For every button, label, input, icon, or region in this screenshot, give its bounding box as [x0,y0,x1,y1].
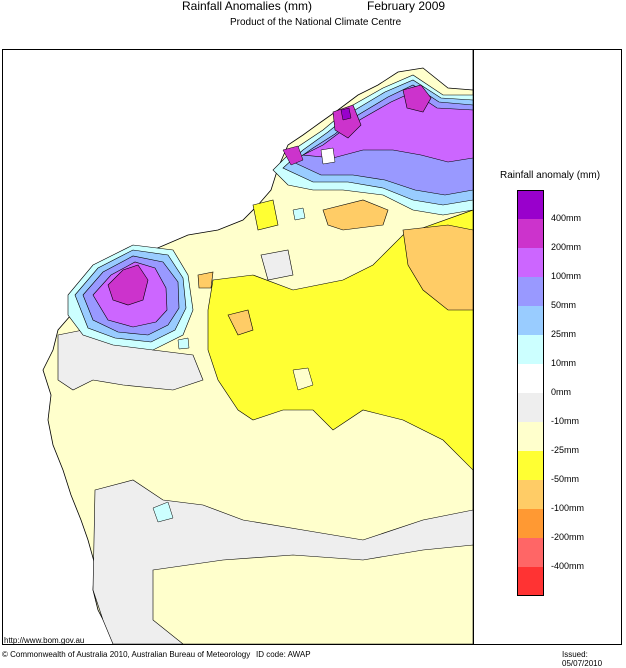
rainfall-anomaly-map [42,50,473,644]
legend-swatch [517,335,544,364]
legend-swatch [517,306,544,335]
legend-swatch [517,567,544,596]
map-subtitle: Product of the National Climate Centre [230,17,402,28]
legend-label: 25mm [551,329,577,339]
legend-swatch [517,509,544,538]
legend-label: -100mm [551,503,585,513]
orange-patch-2 [197,271,214,289]
footer-copyright: © Commonwealth of Australia 2010, Austra… [2,650,251,659]
yellow-central [207,209,473,471]
blue-patch-2 [292,207,306,221]
legend-swatch [517,190,544,219]
legend-label: 10mm [551,358,577,368]
legend-label: 50mm [551,300,577,310]
title-bar: Rainfall Anomalies (mm) February 2009 [0,0,626,14]
kimberley-200mm-3 [282,145,304,166]
legend-label: -10mm [551,416,580,426]
pilbara-200mm [107,264,149,306]
legend-label: 200mm [551,242,582,252]
grey-blob-center [260,249,294,281]
legend-swatch [517,364,544,393]
blue-patch-1 [152,501,174,523]
frame-divider [473,49,474,645]
footer-id-code: ID code: AWAP [256,650,311,659]
legend-label: -400mm [551,561,585,571]
legend-swatch [517,422,544,451]
orange-east [402,224,473,311]
legend-swatch [517,219,544,248]
grey-south-cream [152,544,473,644]
kimberley-400mm [340,107,352,121]
orange-north [322,199,389,231]
legend-swatch [517,451,544,480]
yellow-small-north [252,199,279,231]
map-frame [2,49,622,645]
legend-swatch [517,480,544,509]
footer-issued-date: Issued: 05/07/2010 [562,650,603,668]
legend-label: -25mm [551,445,580,455]
orange-patch-1 [227,309,254,336]
legend-swatch [517,393,544,422]
cream-hole-1 [292,367,314,391]
kimberley-white-hole [320,147,336,165]
blue-patch-3 [177,337,190,350]
legend-label: 400mm [551,213,582,223]
legend-label: -50mm [551,474,580,484]
kimberley-200mm-1 [402,84,432,113]
map-title: Rainfall Anomalies (mm) [182,0,313,13]
legend-swatch [517,248,544,277]
map-period: February 2009 [367,0,446,13]
legend-label: 0mm [551,387,571,397]
legend-swatch [517,277,544,306]
legend-label: -200mm [551,532,585,542]
legend-swatch [517,538,544,567]
legend-title: Rainfall anomaly (mm) [500,170,601,181]
legend-label: 100mm [551,271,582,281]
footer-url[interactable]: http://www.bom.gov.au [4,636,85,645]
kimberley-200mm-2 [332,104,362,139]
